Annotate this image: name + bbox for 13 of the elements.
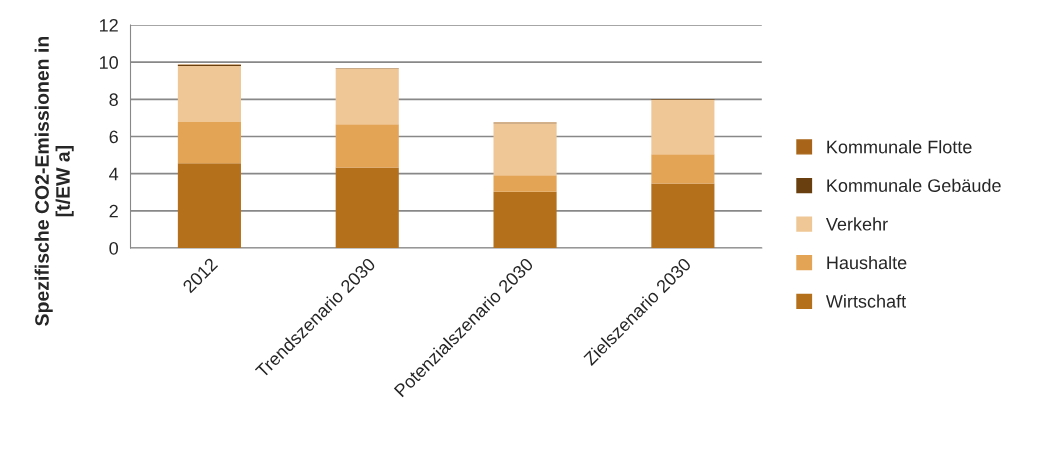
y-tick-label: 10 [99,56,118,69]
legend-label: Verkehr [825,217,888,231]
y-tick-label: 12 [99,18,118,32]
y-tick-label: 0 [109,241,118,255]
legend-label: Kommunale Gebäude [827,178,1001,192]
y-tick-label: 8 [109,93,118,107]
y-tick-label: 4 [109,167,119,181]
y-axis-title: Spezifische CO2-Emissionen in [t/EW a] [34,36,74,326]
legend-label: Haushalte [827,255,907,270]
y-tick-label: 6 [109,130,118,144]
y-tick-label: 2 [109,204,118,218]
legend-label: Kommunale Flotte [827,140,972,154]
legend-label: Wirtschaft [825,294,906,308]
